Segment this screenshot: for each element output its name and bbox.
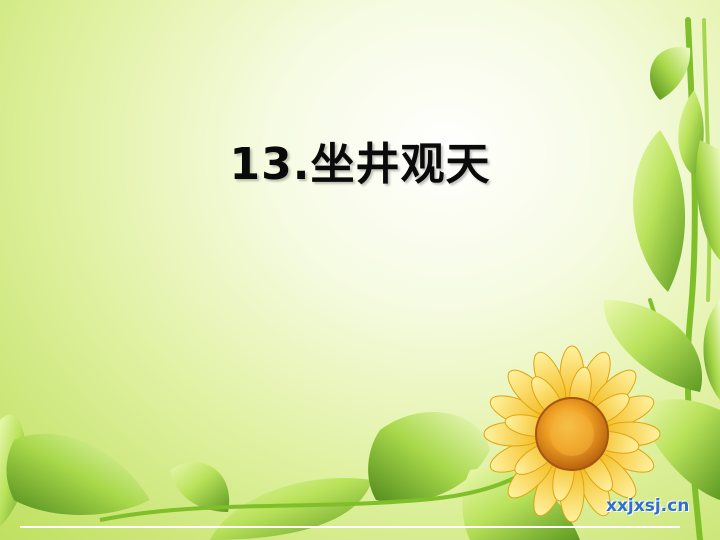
sunflower-icon — [483, 345, 661, 523]
leaf-icon — [603, 46, 720, 500]
footer-divider — [20, 526, 680, 528]
watermark-logo: xxjxsj.cn — [604, 494, 716, 526]
slide-title: 13.坐井观天 — [229, 139, 491, 190]
watermark-text: xxjxsj.cn — [606, 496, 690, 516]
